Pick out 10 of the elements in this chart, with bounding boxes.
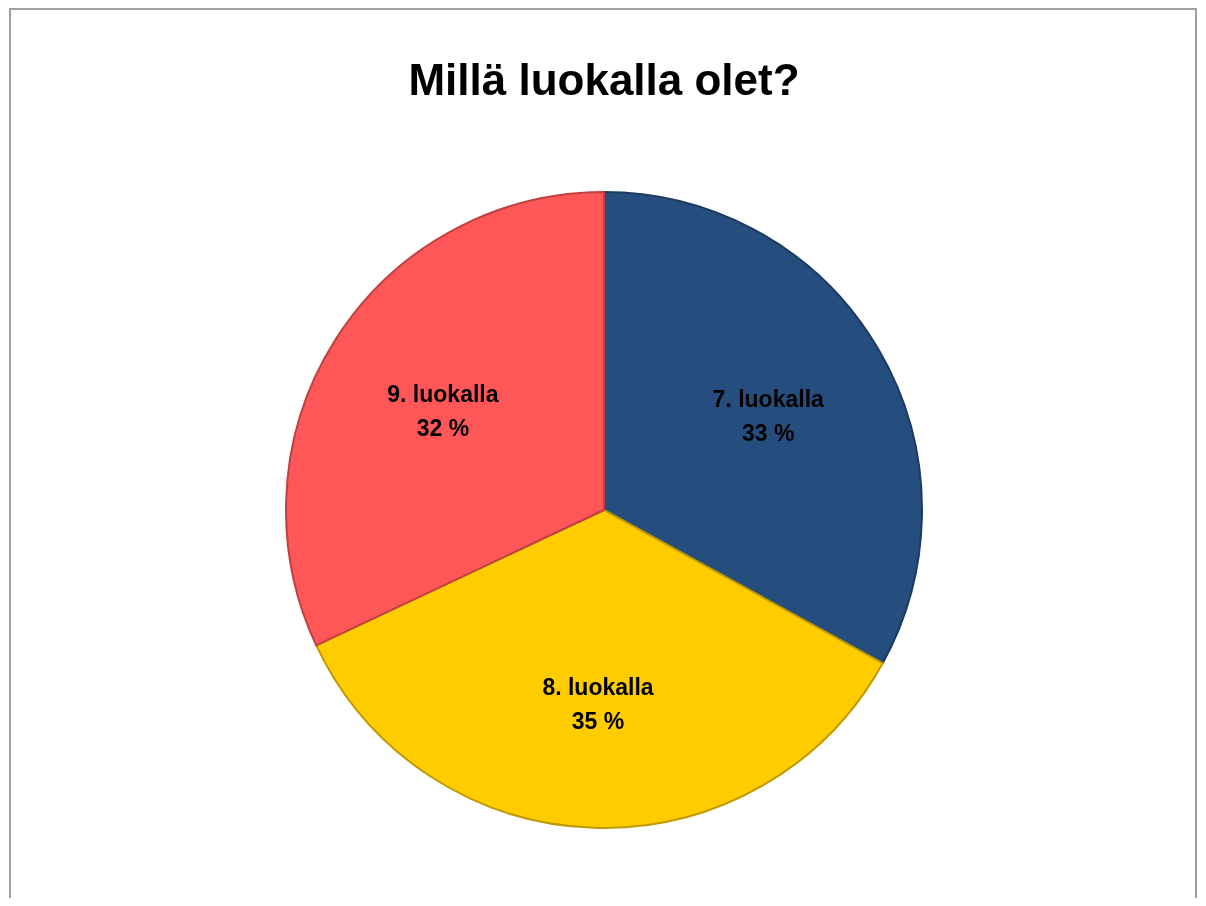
data-label: 32 % (416, 414, 470, 441)
data-label: 35 % (571, 707, 625, 734)
data-label: 33 % (742, 419, 795, 446)
chart-title: Millä luokalla olet? (408, 55, 800, 104)
pie-slice (285, 191, 605, 647)
pie-slice (603, 191, 923, 665)
slice-label: 7. luokalla (712, 385, 825, 412)
slice-label: 9. luokalla (387, 380, 499, 407)
pie-slice (315, 509, 884, 829)
slice-label: 8. luokalla (542, 673, 654, 700)
